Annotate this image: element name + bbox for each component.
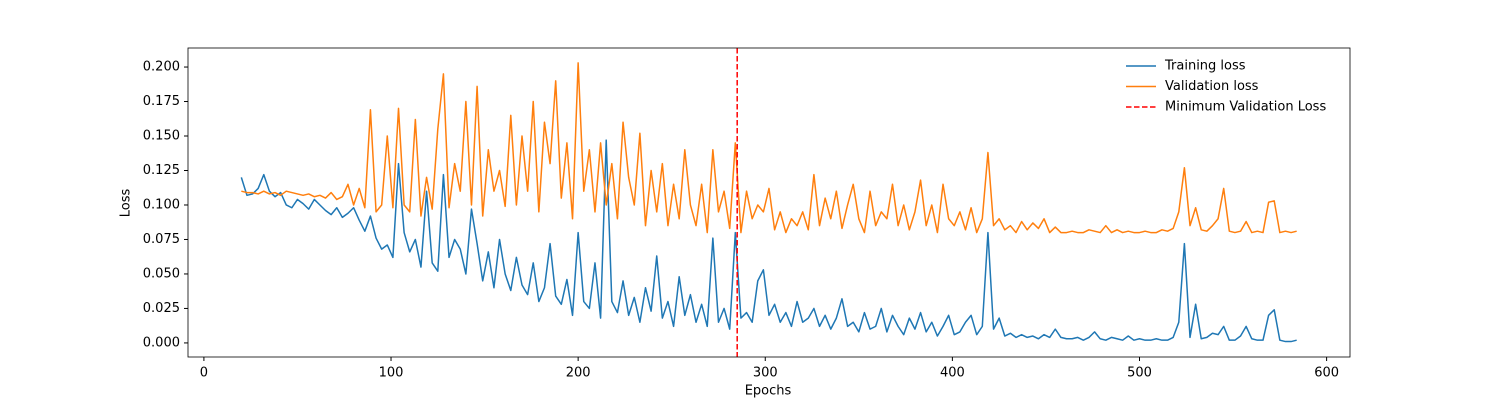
y-axis-label: Loss	[119, 189, 134, 218]
x-axis-label: Epochs	[745, 384, 792, 399]
y-tick-label: 0.050	[143, 266, 180, 281]
y-tick-label: 0.175	[143, 94, 180, 109]
y-tick-label: 0.200	[143, 60, 180, 75]
x-tick-label: 300	[753, 366, 778, 381]
y-tick-label: 0.150	[143, 129, 180, 144]
x-tick-label: 600	[1314, 366, 1339, 381]
series-line	[240, 139, 1297, 343]
y-tick-label: 0.025	[143, 301, 180, 316]
x-tick-label: 400	[940, 366, 965, 381]
series-line	[241, 62, 1297, 234]
y-tick-label: 0.100	[143, 197, 180, 212]
y-tick-label: 0.075	[143, 232, 180, 247]
legend-label: Validation loss	[1165, 79, 1259, 94]
plot-frame	[187, 47, 1351, 358]
legend-label: Minimum Validation Loss	[1165, 100, 1326, 115]
x-tick-label: 200	[566, 366, 591, 381]
legend-label: Training loss	[1164, 59, 1246, 74]
x-tick-label: 0	[200, 366, 208, 381]
y-tick-label: 0.125	[143, 163, 180, 178]
x-tick-label: 100	[379, 366, 404, 381]
y-tick-label: 0.000	[143, 335, 180, 350]
x-tick-label: 500	[1127, 366, 1152, 381]
